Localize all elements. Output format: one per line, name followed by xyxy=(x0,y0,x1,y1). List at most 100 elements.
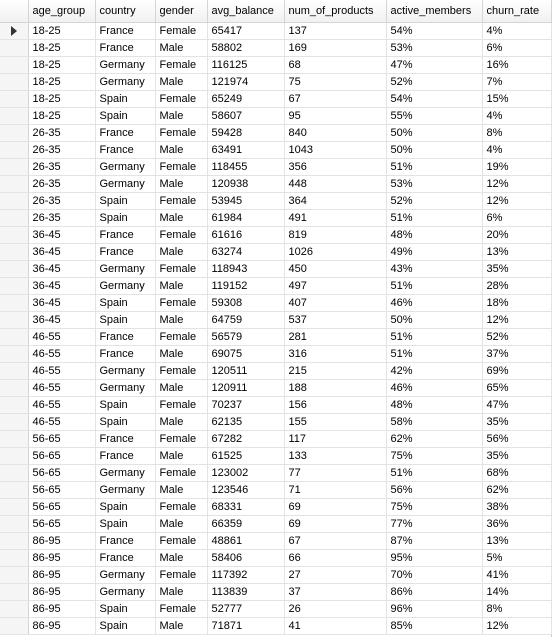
cell-num-of-products[interactable]: 75 xyxy=(284,73,387,91)
cell-gender[interactable]: Female xyxy=(155,90,208,108)
cell-churn-rate[interactable]: 12% xyxy=(482,175,552,193)
cell-avg-balance[interactable]: 62135 xyxy=(207,413,285,431)
cell-num-of-products[interactable]: 537 xyxy=(284,311,387,329)
table-row[interactable]: 46-55 Germany Female 120511 215 42% 69% xyxy=(0,362,552,380)
cell-active-members[interactable]: 55% xyxy=(386,107,483,125)
table-row[interactable]: 86-95 Germany Male 113839 37 86% 14% xyxy=(0,583,552,601)
cell-active-members[interactable]: 58% xyxy=(386,413,483,431)
cell-num-of-products[interactable]: 450 xyxy=(284,260,387,278)
cell-avg-balance[interactable]: 68331 xyxy=(207,498,285,516)
cell-age-group[interactable]: 26-35 xyxy=(28,175,96,193)
cell-country[interactable]: Germany xyxy=(95,175,156,193)
cell-gender[interactable]: Male xyxy=(155,107,208,125)
cell-churn-rate[interactable]: 38% xyxy=(482,498,552,516)
table-row[interactable]: 18-25 Germany Male 121974 75 52% 7% xyxy=(0,73,552,91)
table-row[interactable]: 26-35 Spain Female 53945 364 52% 12% xyxy=(0,192,552,210)
cell-num-of-products[interactable]: 356 xyxy=(284,158,387,176)
table-row[interactable]: 56-65 Spain Female 68331 69 75% 38% xyxy=(0,498,552,516)
cell-age-group[interactable]: 18-25 xyxy=(28,56,96,74)
cell-churn-rate[interactable]: 14% xyxy=(482,583,552,601)
cell-active-members[interactable]: 53% xyxy=(386,175,483,193)
cell-gender[interactable]: Female xyxy=(155,532,208,550)
cell-age-group[interactable]: 46-55 xyxy=(28,362,96,380)
table-row[interactable]: 36-45 Spain Female 59308 407 46% 18% xyxy=(0,294,552,312)
cell-active-members[interactable]: 54% xyxy=(386,22,483,40)
cell-active-members[interactable]: 70% xyxy=(386,566,483,584)
cell-age-group[interactable]: 46-55 xyxy=(28,328,96,346)
cell-active-members[interactable]: 51% xyxy=(386,328,483,346)
cell-age-group[interactable]: 36-45 xyxy=(28,311,96,329)
cell-gender[interactable]: Female xyxy=(155,260,208,278)
cell-gender[interactable]: Male xyxy=(155,209,208,227)
cell-churn-rate[interactable]: 6% xyxy=(482,39,552,57)
cell-gender[interactable]: Female xyxy=(155,430,208,448)
cell-active-members[interactable]: 46% xyxy=(386,379,483,397)
table-row[interactable]: 86-95 France Female 48861 67 87% 13% xyxy=(0,532,552,550)
cell-churn-rate[interactable]: 36% xyxy=(482,515,552,533)
row-indicator[interactable] xyxy=(0,549,29,567)
cell-age-group[interactable]: 86-95 xyxy=(28,583,96,601)
row-indicator[interactable] xyxy=(0,515,29,533)
cell-avg-balance[interactable]: 123002 xyxy=(207,464,285,482)
row-indicator[interactable] xyxy=(0,175,29,193)
cell-churn-rate[interactable]: 5% xyxy=(482,549,552,567)
row-indicator[interactable] xyxy=(0,396,29,414)
cell-country[interactable]: Germany xyxy=(95,73,156,91)
cell-num-of-products[interactable]: 137 xyxy=(284,22,387,40)
cell-avg-balance[interactable]: 117392 xyxy=(207,566,285,584)
cell-active-members[interactable]: 51% xyxy=(386,345,483,363)
cell-gender[interactable]: Male xyxy=(155,277,208,295)
cell-num-of-products[interactable]: 69 xyxy=(284,498,387,516)
cell-age-group[interactable]: 26-35 xyxy=(28,158,96,176)
cell-num-of-products[interactable]: 77 xyxy=(284,464,387,482)
cell-num-of-products[interactable]: 407 xyxy=(284,294,387,312)
cell-gender[interactable]: Female xyxy=(155,124,208,142)
table-row[interactable]: 46-55 Spain Female 70237 156 48% 47% xyxy=(0,396,552,414)
cell-churn-rate[interactable]: 62% xyxy=(482,481,552,499)
table-row[interactable]: 36-45 France Female 61616 819 48% 20% xyxy=(0,226,552,244)
cell-avg-balance[interactable]: 120511 xyxy=(207,362,285,380)
row-indicator[interactable] xyxy=(0,73,29,91)
cell-age-group[interactable]: 56-65 xyxy=(28,464,96,482)
cell-active-members[interactable]: 51% xyxy=(386,277,483,295)
table-row[interactable]: 86-95 France Male 58406 66 95% 5% xyxy=(0,549,552,567)
cell-churn-rate[interactable]: 6% xyxy=(482,209,552,227)
cell-avg-balance[interactable]: 66359 xyxy=(207,515,285,533)
row-indicator[interactable] xyxy=(0,124,29,142)
column-header-active-members[interactable]: active_members xyxy=(386,0,483,23)
table-row[interactable]: 56-65 France Female 67282 117 62% 56% xyxy=(0,430,552,448)
cell-gender[interactable]: Male xyxy=(155,243,208,261)
row-indicator[interactable] xyxy=(0,413,29,431)
cell-country[interactable]: Germany xyxy=(95,481,156,499)
cell-active-members[interactable]: 56% xyxy=(386,481,483,499)
cell-active-members[interactable]: 48% xyxy=(386,396,483,414)
cell-gender[interactable]: Female xyxy=(155,226,208,244)
cell-num-of-products[interactable]: 364 xyxy=(284,192,387,210)
cell-gender[interactable]: Female xyxy=(155,464,208,482)
cell-active-members[interactable]: 54% xyxy=(386,90,483,108)
cell-avg-balance[interactable]: 118943 xyxy=(207,260,285,278)
cell-age-group[interactable]: 86-95 xyxy=(28,532,96,550)
cell-num-of-products[interactable]: 27 xyxy=(284,566,387,584)
cell-active-members[interactable]: 43% xyxy=(386,260,483,278)
row-indicator[interactable] xyxy=(0,379,29,397)
cell-age-group[interactable]: 56-65 xyxy=(28,498,96,516)
cell-age-group[interactable]: 46-55 xyxy=(28,345,96,363)
cell-num-of-products[interactable]: 215 xyxy=(284,362,387,380)
row-indicator[interactable] xyxy=(0,328,29,346)
row-indicator[interactable] xyxy=(0,362,29,380)
cell-num-of-products[interactable]: 66 xyxy=(284,549,387,567)
cell-num-of-products[interactable]: 69 xyxy=(284,515,387,533)
column-header-country[interactable]: country xyxy=(95,0,156,23)
cell-avg-balance[interactable]: 113839 xyxy=(207,583,285,601)
cell-country[interactable]: Spain xyxy=(95,515,156,533)
row-indicator[interactable] xyxy=(0,107,29,125)
cell-age-group[interactable]: 36-45 xyxy=(28,294,96,312)
row-indicator-header[interactable] xyxy=(0,0,29,23)
cell-country[interactable]: Germany xyxy=(95,583,156,601)
cell-num-of-products[interactable]: 37 xyxy=(284,583,387,601)
cell-avg-balance[interactable]: 61984 xyxy=(207,209,285,227)
cell-active-members[interactable]: 75% xyxy=(386,447,483,465)
row-indicator[interactable] xyxy=(0,464,29,482)
